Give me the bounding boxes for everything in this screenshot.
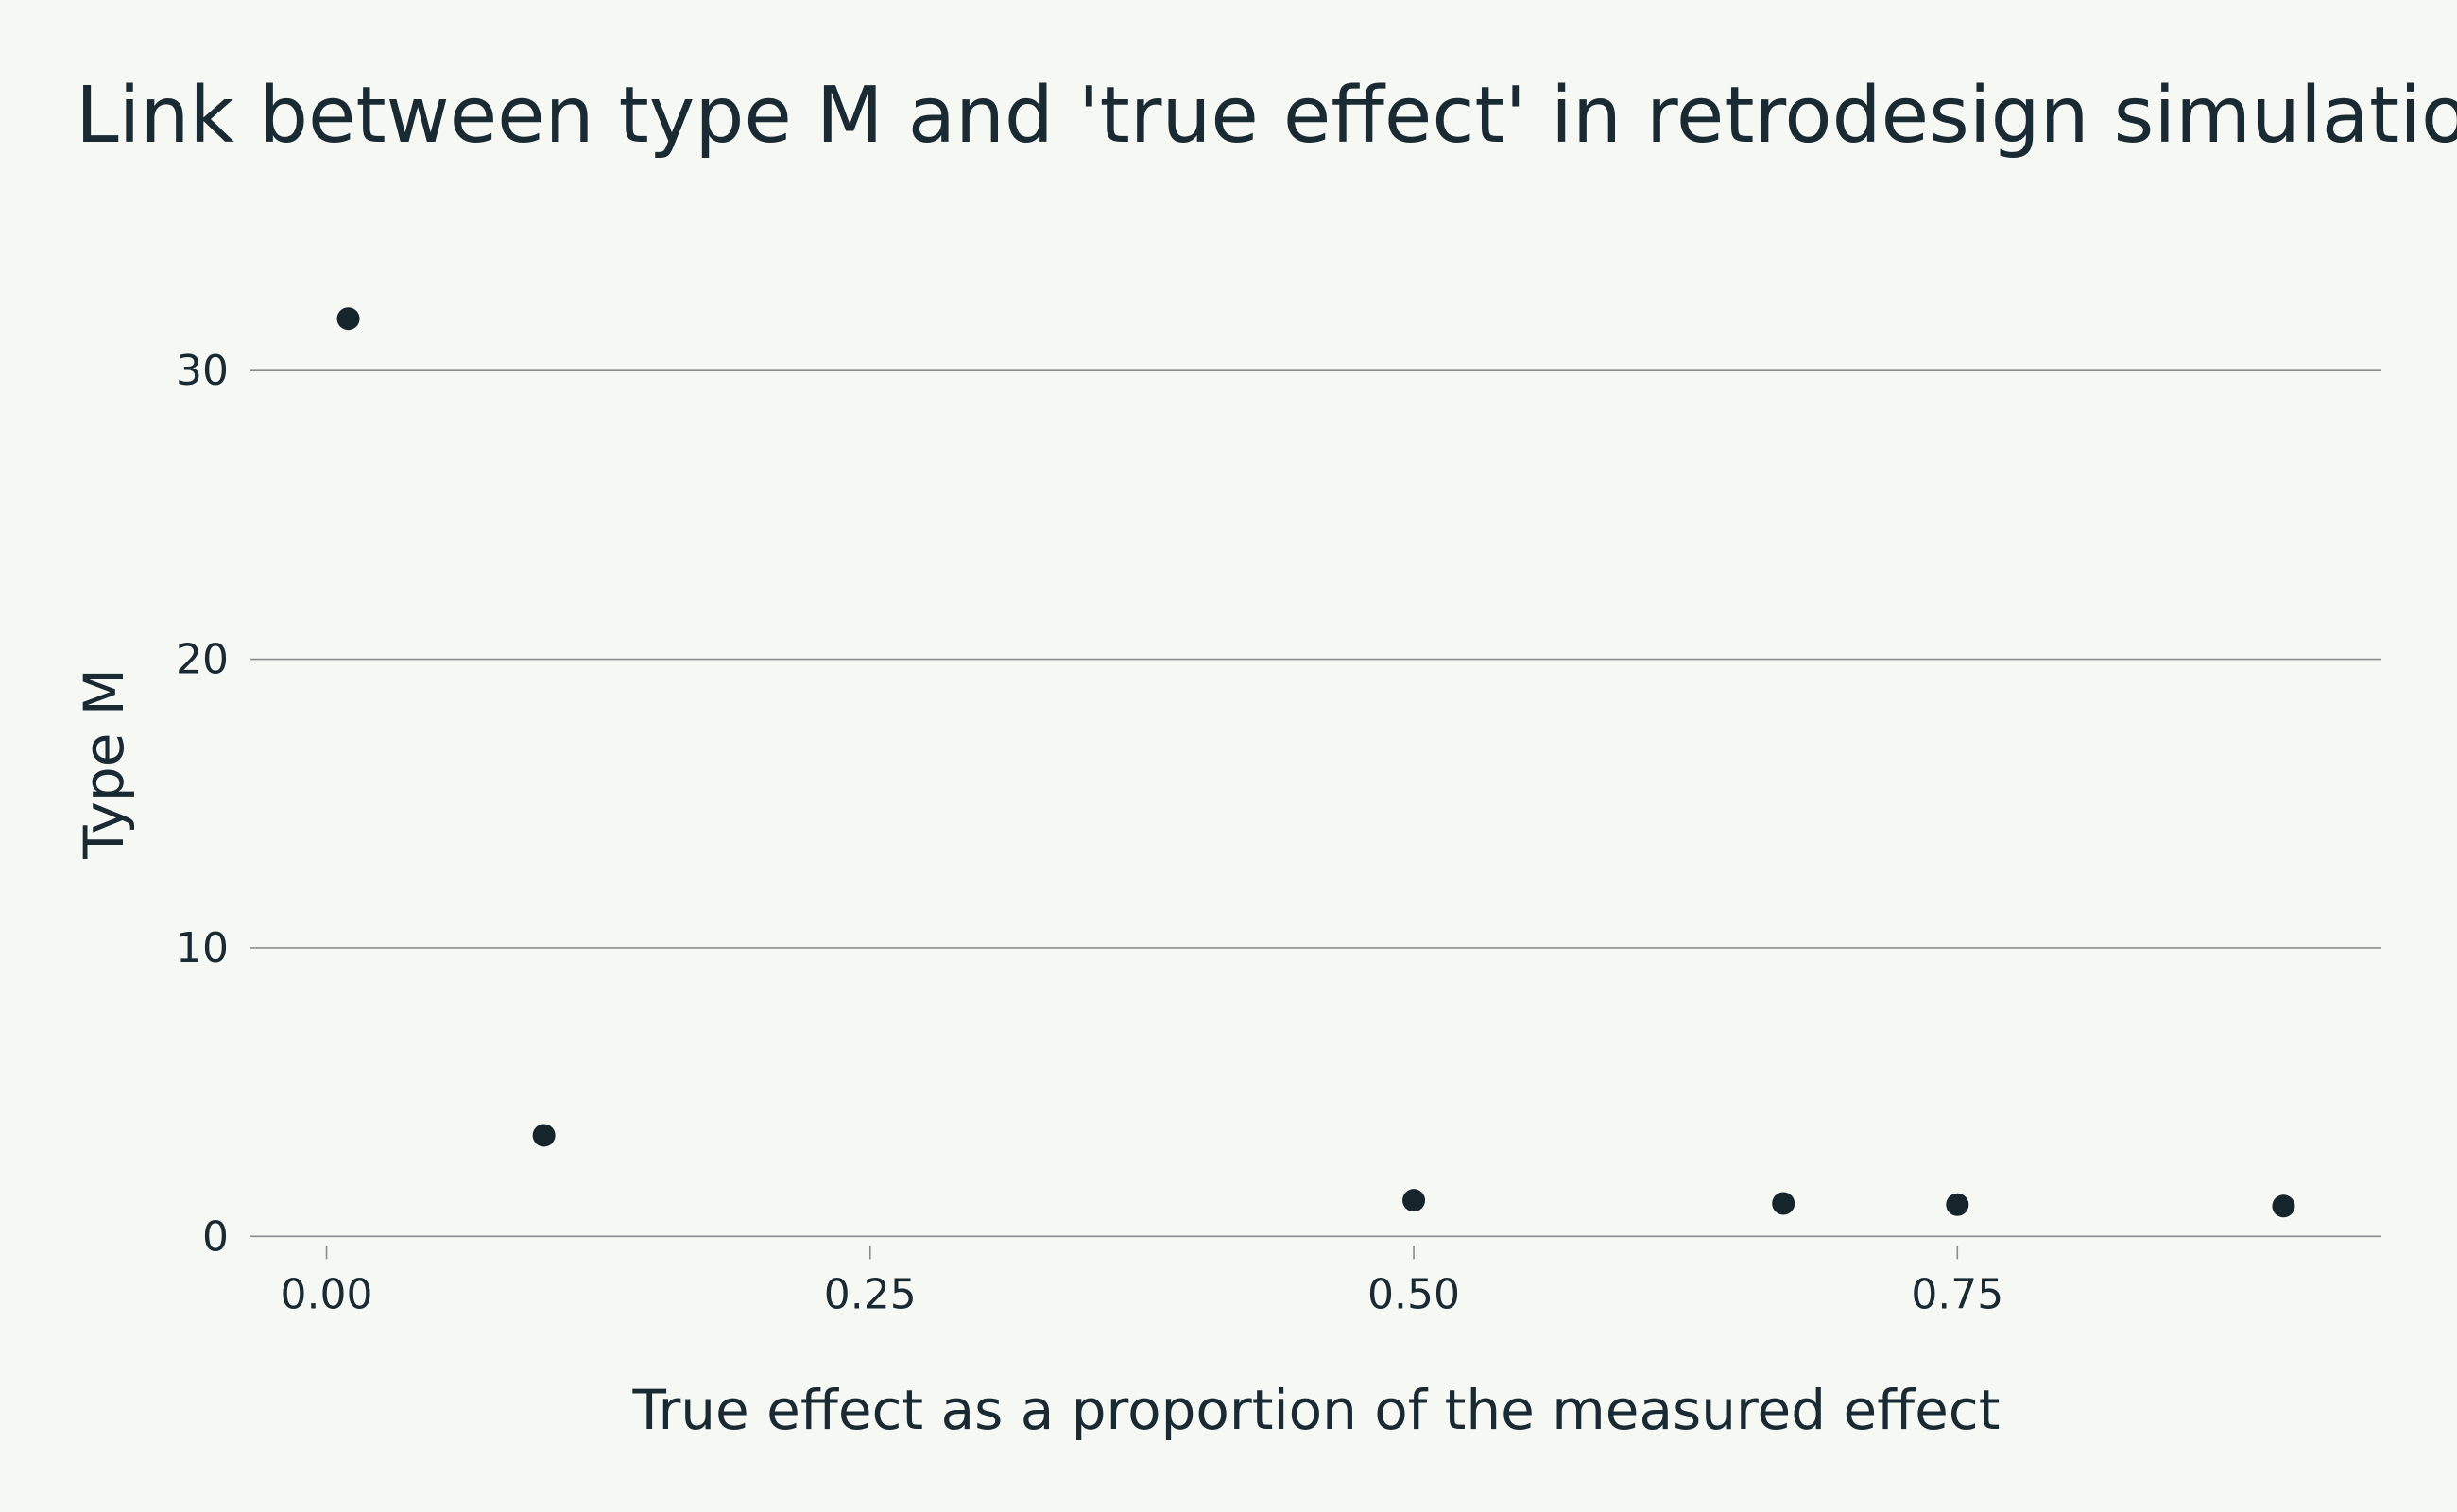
data-point xyxy=(1946,1193,1969,1216)
x-tick-label: 0.00 xyxy=(281,1270,373,1318)
x-axis-title: True effect as a proportion of the measu… xyxy=(632,1378,2001,1442)
y-axis-title: Type M xyxy=(72,668,136,860)
y-axis-ticks: 0 10 20 30 xyxy=(176,347,229,1261)
chart-title: Link between type M and 'true effect' in… xyxy=(76,71,2457,161)
y-tick-label: 30 xyxy=(176,347,229,395)
y-tick-label: 20 xyxy=(176,636,229,684)
y-tick-label: 10 xyxy=(176,924,229,972)
data-point xyxy=(1772,1192,1796,1215)
x-tick-label: 0.75 xyxy=(1911,1270,2003,1318)
x-tick-label: 0.50 xyxy=(1367,1270,1460,1318)
data-point xyxy=(2272,1194,2295,1218)
data-points xyxy=(336,307,2295,1218)
x-tick-label: 0.25 xyxy=(824,1270,917,1318)
data-point xyxy=(336,307,360,331)
data-point xyxy=(1402,1189,1426,1212)
data-point xyxy=(532,1124,556,1147)
x-axis-ticks: 0.00 0.25 0.50 0.75 xyxy=(281,1246,2003,1318)
gridlines xyxy=(250,369,2381,1238)
y-tick-label: 0 xyxy=(202,1212,229,1261)
